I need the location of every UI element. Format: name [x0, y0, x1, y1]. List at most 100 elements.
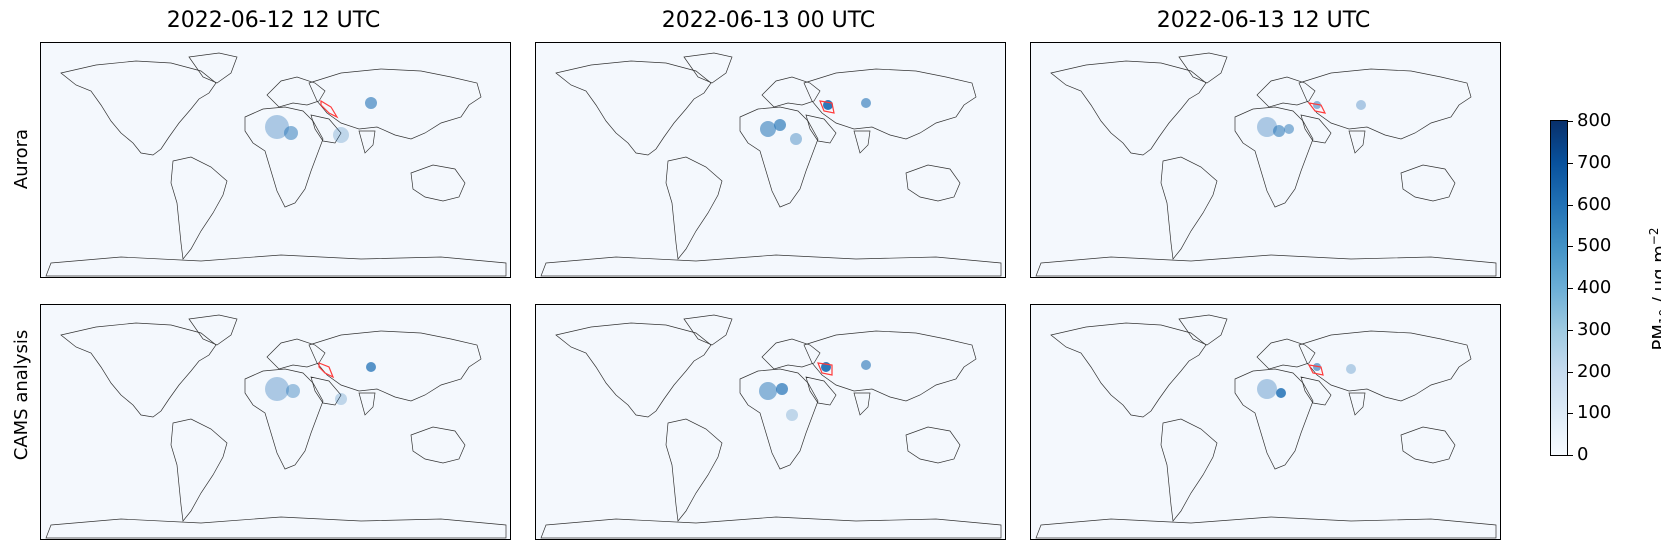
row-label-cams-analysis: CAMS analysis: [11, 329, 32, 461]
pm10-hotspot: [1313, 101, 1321, 109]
coastline-europe: [761, 76, 821, 108]
coastline-north-america: [555, 60, 712, 156]
coastline-antarctica: [1035, 254, 1497, 277]
pm10-hotspot: [786, 409, 798, 421]
coastline-asia: [308, 330, 482, 402]
pm10-hotspot: [1313, 363, 1321, 371]
colorbar-tick: [1567, 372, 1573, 373]
pm10-hotspot: [366, 362, 376, 372]
coastline-greenland: [188, 314, 238, 346]
pm10-hotspot: [861, 360, 871, 370]
pm10-hotspot: [776, 383, 788, 395]
coastline-antarctica: [1035, 516, 1497, 539]
coastline-antarctica: [45, 254, 507, 277]
world-map: [540, 314, 1002, 539]
coastline-greenland: [1178, 314, 1228, 346]
coastline-south-america: [1160, 156, 1218, 260]
pm10-hotspot: [1257, 379, 1277, 399]
pm10-hotspot: [1273, 125, 1285, 137]
row-label-aurora: Aurora: [11, 128, 32, 190]
coastline-arabia: [310, 114, 342, 144]
coastline-europe: [1256, 76, 1316, 108]
coastline-arabia: [1300, 114, 1332, 144]
highlight-contour: [320, 99, 339, 119]
coastline-asia: [803, 68, 977, 140]
pm10-hotspot: [1356, 100, 1366, 110]
highlight-contour: [819, 100, 835, 114]
coastline-antarctica: [540, 516, 1002, 539]
coastline-africa: [1234, 106, 1314, 208]
coastline-africa: [739, 368, 819, 470]
coastline-africa: [244, 368, 324, 470]
map-panel-aurora-t2: [535, 42, 1006, 278]
coastline-india: [853, 130, 871, 154]
coastline-australia: [905, 164, 961, 202]
pm10-hotspot: [333, 127, 349, 143]
coastline-asia: [1298, 68, 1472, 140]
pm10-hotspot: [335, 393, 347, 405]
coastline-asia: [308, 68, 482, 140]
world-map: [45, 314, 507, 539]
map-panel-cams-t2: [535, 304, 1006, 540]
pm10-hotspot: [286, 384, 300, 398]
column-title-1: 2022-06-12 12 UTC: [166, 8, 381, 33]
coastline-greenland: [188, 52, 238, 84]
coastline-north-america: [1050, 322, 1207, 418]
coastline-india: [358, 392, 376, 416]
coastline-north-america: [1050, 60, 1207, 156]
pm10-hotspot: [861, 98, 871, 108]
map-panel-cams-t3: [1030, 304, 1501, 540]
colorbar-tick: [1567, 330, 1573, 331]
coastline-arabia: [805, 114, 837, 144]
pm10-hotspot: [1276, 388, 1286, 398]
colorbar-tick: [1567, 288, 1573, 289]
coastline-africa: [739, 106, 819, 208]
pm10-hotspot: [365, 97, 377, 109]
coastline-south-america: [170, 418, 228, 522]
world-map: [540, 52, 1002, 277]
coastline-india: [1348, 392, 1366, 416]
coastline-arabia: [805, 376, 837, 406]
colorbar-tick-label: 300: [1577, 319, 1612, 340]
coastline-asia: [1298, 330, 1472, 402]
world-map: [1035, 52, 1497, 277]
coastline-greenland: [683, 314, 733, 346]
pm10-hotspot: [284, 126, 298, 140]
colorbar-tick-label: 200: [1577, 361, 1612, 382]
pm10-hotspot: [1284, 124, 1294, 134]
colorbar-tick-label: 100: [1577, 402, 1612, 423]
colorbar-tick: [1567, 121, 1573, 122]
pm10-hotspot: [774, 119, 786, 131]
coastline-europe: [266, 338, 326, 370]
coastline-south-america: [170, 156, 228, 260]
coastline-asia: [803, 330, 977, 402]
colorbar-tick: [1567, 163, 1573, 164]
coastline-india: [853, 392, 871, 416]
coastline-australia: [1400, 164, 1456, 202]
coastline-australia: [1400, 426, 1456, 464]
pm10-hotspot: [1346, 364, 1356, 374]
coastline-india: [358, 130, 376, 154]
coastline-arabia: [1300, 376, 1332, 406]
colorbar-tick: [1567, 205, 1573, 206]
coastline-africa: [1234, 368, 1314, 470]
pm10-hotspot: [265, 115, 289, 139]
colorbar-tick-label: 600: [1577, 194, 1612, 215]
column-title-3: 2022-06-13 12 UTC: [1156, 8, 1371, 33]
coastline-australia: [905, 426, 961, 464]
colorbar-tick: [1567, 246, 1573, 247]
coastline-north-america: [60, 322, 217, 418]
pm10-hotspot: [265, 377, 289, 401]
pm10-hotspot: [760, 121, 776, 137]
coastline-europe: [761, 338, 821, 370]
colorbar-title: PM10 / μg m−2: [1647, 227, 1661, 351]
highlight-contour: [1307, 364, 1324, 376]
coastline-north-america: [555, 322, 712, 418]
coastline-europe: [1256, 338, 1316, 370]
coastline-north-america: [60, 60, 217, 156]
colorbar: [1550, 120, 1568, 456]
coastline-india: [1348, 130, 1366, 154]
column-title-2: 2022-06-13 00 UTC: [661, 8, 876, 33]
coastline-antarctica: [45, 516, 507, 539]
colorbar-tick-label: 800: [1577, 110, 1612, 131]
